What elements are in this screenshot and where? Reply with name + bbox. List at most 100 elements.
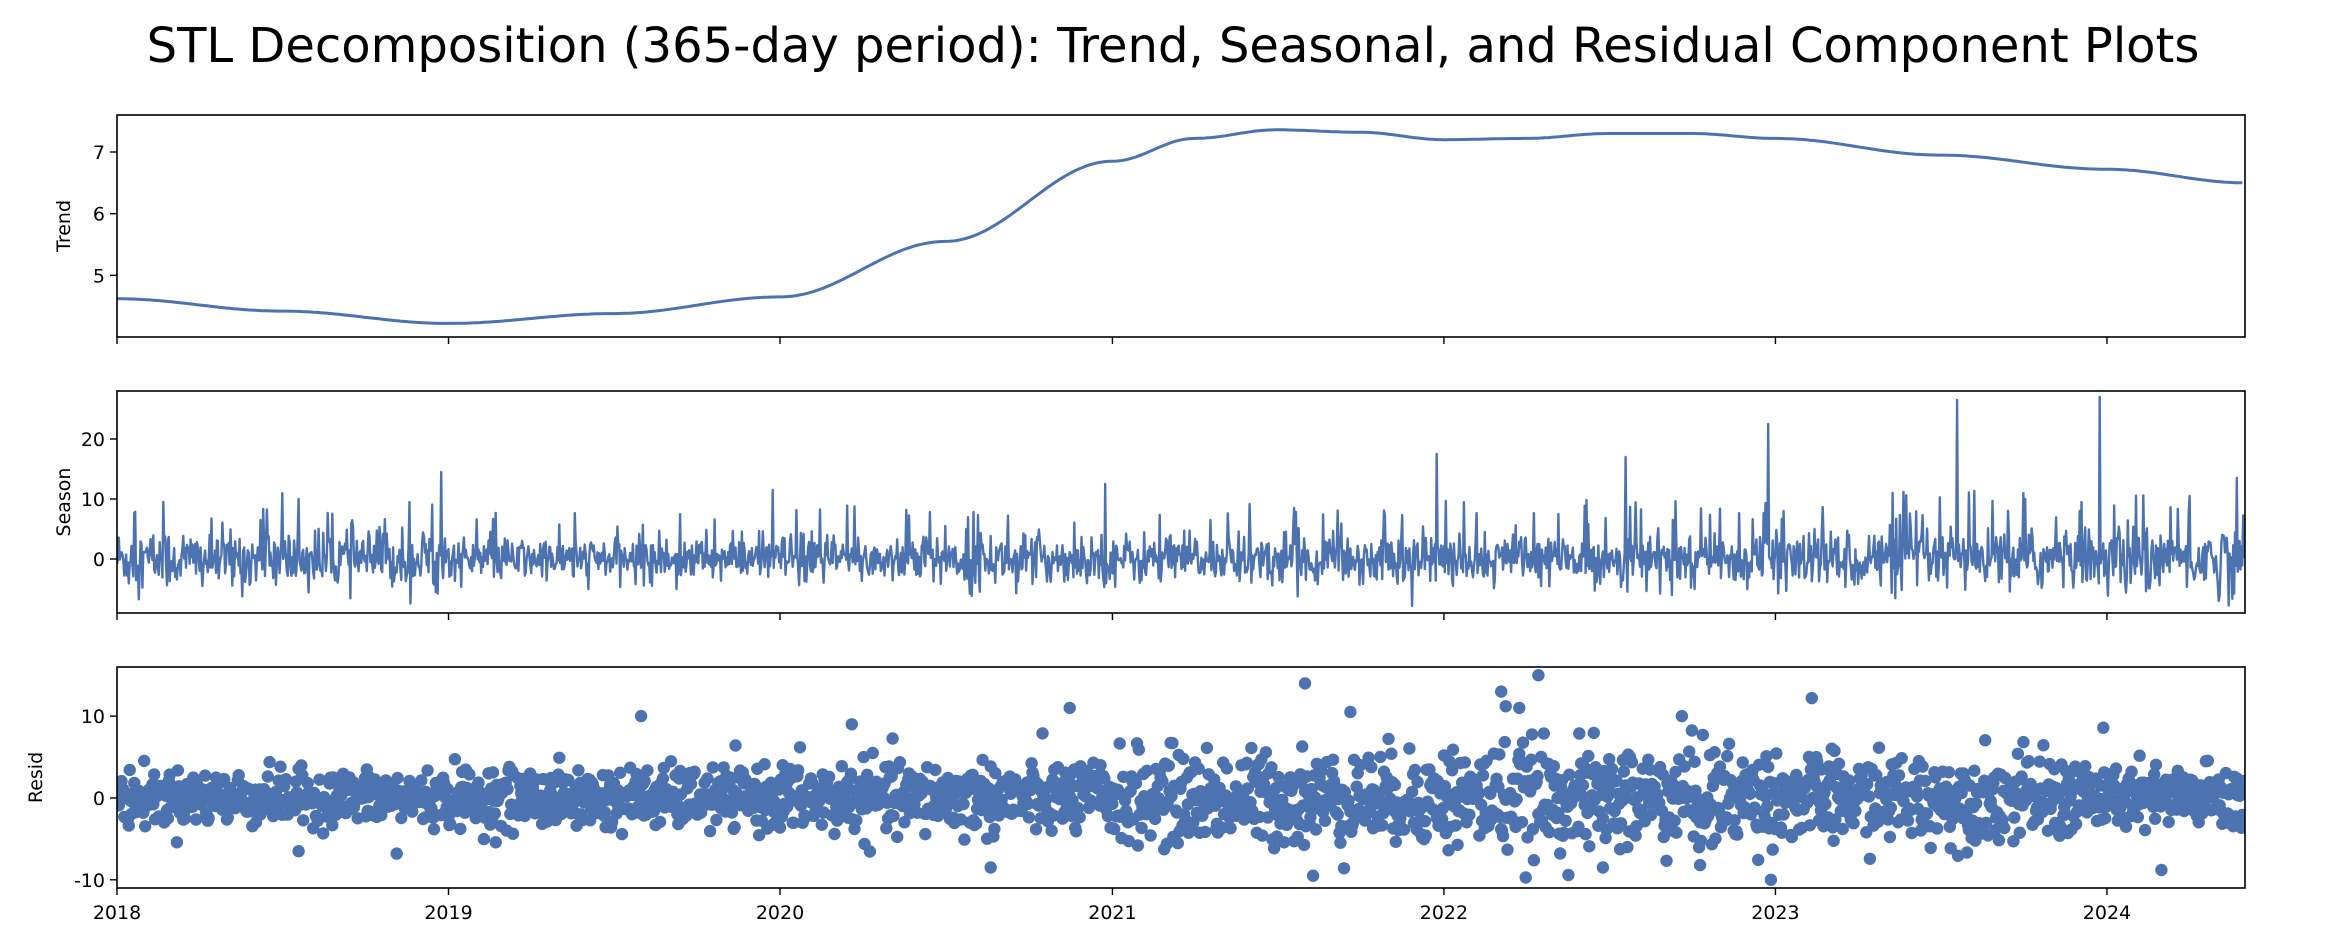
y-tick-label: -10 bbox=[74, 870, 105, 892]
resid-point bbox=[1259, 746, 1273, 759]
y-tick-label: 0 bbox=[93, 788, 105, 810]
resid-point bbox=[1265, 761, 1278, 774]
resid-point bbox=[703, 824, 717, 838]
resid-outlier-point bbox=[1513, 701, 1526, 715]
resid-point bbox=[171, 764, 185, 777]
resid-point bbox=[988, 822, 1001, 836]
resid-outlier-point bbox=[1532, 669, 1545, 682]
x-tick-label: 2023 bbox=[1751, 902, 1799, 924]
resid-point bbox=[2125, 765, 2138, 778]
resid-point bbox=[1318, 814, 1332, 827]
plot-area-trend bbox=[117, 128, 2243, 325]
resid-point bbox=[553, 751, 566, 764]
resid-point bbox=[375, 808, 388, 822]
resid-outlier-point bbox=[634, 709, 648, 723]
season-line bbox=[117, 395, 2245, 608]
resid-point bbox=[1683, 745, 1696, 758]
resid-point bbox=[1331, 808, 1344, 821]
resid-point bbox=[347, 800, 361, 814]
resid-point bbox=[1524, 753, 1538, 766]
resid-point bbox=[1576, 779, 1590, 792]
resid-point bbox=[1889, 778, 1902, 791]
resid-point bbox=[2094, 779, 2107, 792]
resid-point bbox=[2162, 815, 2175, 829]
resid-point bbox=[664, 755, 678, 768]
resid-point bbox=[427, 823, 441, 836]
resid-point bbox=[1547, 760, 1561, 773]
resid-point bbox=[189, 813, 203, 826]
resid-outlier-point bbox=[1344, 705, 1357, 719]
resid-panel: -10 0 10 Resid 2018 2019 2020 2021 2022 2023 2024 bbox=[25, 666, 2246, 924]
resid-point bbox=[1919, 774, 1932, 788]
resid-point bbox=[1537, 727, 1551, 740]
resid-point bbox=[477, 832, 491, 846]
resid-point bbox=[1376, 807, 1390, 820]
resid-outlier-point bbox=[845, 718, 858, 731]
resid-point bbox=[1510, 793, 1523, 806]
resid-point bbox=[1449, 819, 1462, 832]
resid-point bbox=[313, 773, 326, 786]
resid-point bbox=[1177, 752, 1190, 766]
resid-point bbox=[1267, 842, 1281, 855]
resid-point bbox=[1603, 753, 1616, 766]
resid-point bbox=[1132, 743, 1146, 756]
resid-point bbox=[1036, 727, 1049, 740]
resid-point bbox=[880, 822, 893, 835]
resid-point bbox=[2109, 762, 2123, 775]
resid-point bbox=[861, 768, 874, 781]
resid-outlier-point bbox=[1499, 700, 1512, 713]
chart-title: STL Decomposition (365-day period): Tren… bbox=[147, 18, 2200, 74]
resid-point bbox=[835, 760, 848, 773]
resid-point bbox=[1761, 800, 1774, 813]
trend-line bbox=[117, 128, 2243, 325]
resid-point bbox=[680, 809, 693, 822]
resid-outlier-point bbox=[1693, 858, 1707, 872]
resid-point bbox=[1144, 829, 1157, 842]
resid-point bbox=[1709, 832, 1722, 845]
resid-point bbox=[2098, 812, 2112, 825]
resid-point bbox=[919, 827, 932, 841]
resid-point bbox=[1617, 765, 1631, 778]
resid-point bbox=[710, 813, 723, 827]
resid-point bbox=[1501, 843, 1514, 856]
resid-point bbox=[1752, 853, 1765, 867]
resid-point bbox=[317, 827, 330, 840]
resid-point bbox=[2079, 760, 2092, 773]
resid-point bbox=[1668, 814, 1681, 827]
resid-point bbox=[1625, 756, 1639, 769]
resid-point bbox=[2138, 823, 2152, 837]
y-tick-label: 20 bbox=[81, 429, 105, 451]
resid-point bbox=[1445, 764, 1459, 777]
resid-point bbox=[684, 777, 698, 791]
resid-point bbox=[1435, 812, 1449, 826]
resid-outlier-point bbox=[1805, 691, 1819, 705]
resid-point bbox=[653, 815, 667, 829]
resid-point bbox=[1162, 759, 1175, 772]
resid-point bbox=[1472, 788, 1485, 801]
resid-point bbox=[488, 807, 501, 820]
resid-point bbox=[1762, 760, 1775, 774]
resid-point bbox=[886, 732, 899, 745]
resid-point bbox=[170, 836, 184, 849]
resid-point bbox=[1388, 778, 1402, 792]
resid-point bbox=[501, 782, 514, 796]
resid-point bbox=[2022, 755, 2036, 768]
resid-point bbox=[1930, 822, 1944, 835]
resid-point bbox=[2201, 754, 2214, 767]
resid-point bbox=[656, 772, 670, 785]
resid-point bbox=[1601, 790, 1614, 803]
resid-point bbox=[1736, 756, 1749, 769]
resid-point bbox=[1148, 812, 1162, 826]
resid-point bbox=[1309, 823, 1323, 836]
resid-point bbox=[1525, 728, 1539, 741]
resid-point bbox=[891, 830, 904, 844]
resid-point bbox=[489, 836, 502, 849]
resid-point bbox=[1326, 753, 1340, 766]
resid-point bbox=[139, 820, 152, 833]
resid-point bbox=[1166, 736, 1179, 750]
resid-point bbox=[773, 821, 787, 834]
resid-point bbox=[1731, 828, 1744, 841]
resid-point bbox=[2119, 820, 2133, 833]
resid-point bbox=[1498, 735, 1512, 749]
resid-point bbox=[1069, 825, 1083, 838]
